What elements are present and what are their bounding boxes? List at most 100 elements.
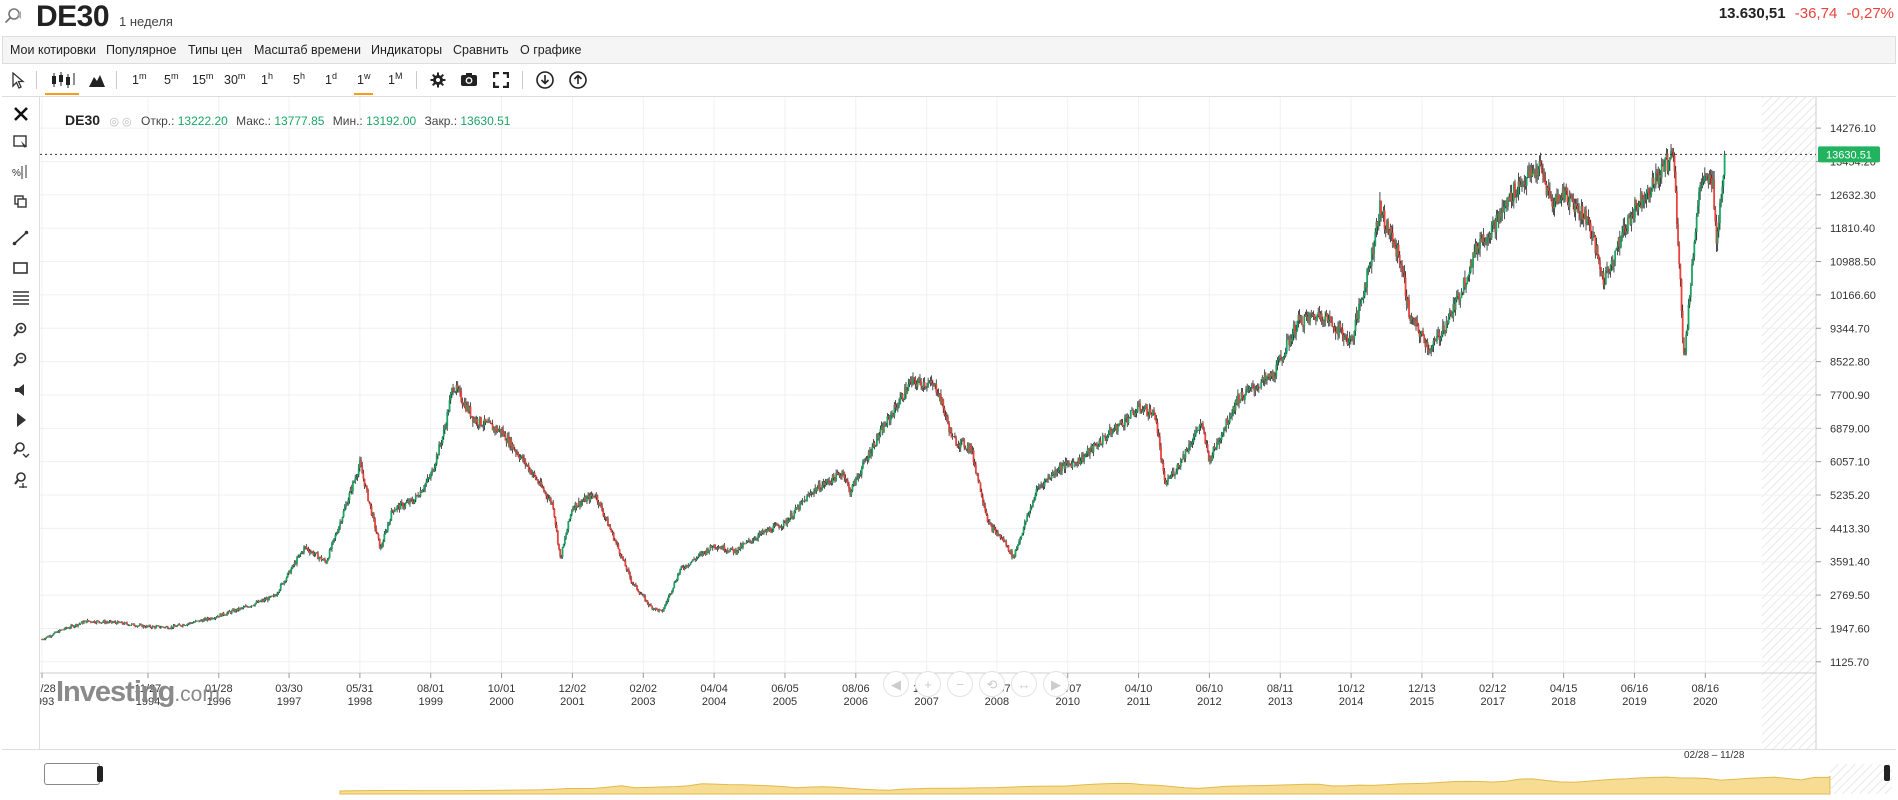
menu-my-quotes[interactable]: Мои котировки	[10, 43, 96, 57]
tf-5m[interactable]: 5m	[164, 71, 178, 87]
select-icon[interactable]	[12, 133, 30, 151]
menu-popular[interactable]: Популярное	[106, 43, 177, 57]
fibonacci-icon[interactable]	[12, 289, 30, 307]
tf-1w[interactable]: 1w	[353, 71, 375, 96]
reset-zoom-button[interactable]: ⟲	[979, 671, 1005, 697]
volume-icon[interactable]	[12, 381, 30, 399]
candle-body	[69, 627, 71, 629]
future-area	[1762, 97, 1816, 749]
gear-icon[interactable]	[430, 72, 446, 88]
candle-body	[901, 393, 904, 400]
candle-body	[965, 448, 968, 450]
candle-body	[127, 624, 130, 626]
candle-body	[1190, 443, 1193, 447]
candles-icon[interactable]	[50, 71, 76, 89]
price-chart[interactable]: 14276.1013454.2012632.3011810.4010988.50…	[28, 97, 1896, 749]
cursor-icon[interactable]	[11, 72, 27, 90]
cloud-upload-icon[interactable]	[568, 71, 588, 89]
tf-30m[interactable]: 30m	[224, 71, 245, 87]
navigator-right-handle[interactable]	[1826, 763, 1890, 785]
eye-icon[interactable]: ◎ ◎	[109, 116, 132, 128]
candle-body	[71, 625, 74, 627]
zoom-in-icon[interactable]	[12, 321, 30, 339]
scroll-right-button[interactable]: ▶	[1043, 671, 1069, 697]
candle-body	[906, 390, 909, 394]
candle-body	[1368, 264, 1371, 269]
candle-body	[1313, 314, 1316, 319]
candle-body	[1078, 457, 1081, 464]
candle-body	[570, 510, 573, 515]
cloud-download-icon[interactable]	[535, 71, 555, 89]
menu-about-chart[interactable]: О графике	[520, 43, 582, 57]
candle-body	[1493, 220, 1495, 222]
close-icon[interactable]	[12, 105, 30, 123]
candle-body	[214, 617, 217, 619]
trendline-icon[interactable]	[12, 229, 30, 247]
candle-body	[115, 622, 118, 625]
zoom-out-icon[interactable]	[12, 351, 30, 369]
mountain-icon[interactable]	[88, 72, 106, 88]
candle-body	[52, 633, 55, 636]
chart-area[interactable]: 14276.10 13454.20 12632.30 11810.40 10988.50…	[28, 97, 1896, 749]
candle-body	[1328, 316, 1331, 320]
menu-price-types[interactable]: Типы цен	[188, 43, 243, 57]
candle-body	[884, 423, 886, 427]
candle-body	[660, 609, 663, 611]
fit-button[interactable]: ↔	[1011, 671, 1037, 697]
menu-time-scale[interactable]: Масштаб времени	[254, 43, 361, 57]
range-navigator[interactable]	[2, 749, 1896, 795]
copy-icon[interactable]	[12, 193, 30, 211]
camera-icon[interactable]	[460, 72, 478, 87]
candle-body	[1627, 216, 1629, 232]
tf-1m[interactable]: 1m	[132, 71, 146, 87]
candle-body	[1405, 295, 1408, 305]
rectangle-icon[interactable]	[12, 259, 30, 277]
candle-body	[1539, 161, 1542, 166]
candle-body	[144, 627, 147, 628]
candle-body	[285, 577, 288, 581]
menu-indicators[interactable]: Индикаторы	[371, 43, 443, 57]
candle-body	[1614, 250, 1617, 260]
candle-body	[384, 531, 387, 534]
candle-body	[641, 594, 644, 596]
candle-body	[327, 557, 330, 560]
candle-body	[1524, 184, 1527, 186]
candle-body	[166, 626, 169, 629]
tf-1h[interactable]: 1h	[261, 71, 273, 87]
candle-body	[1558, 194, 1561, 203]
candle-body	[491, 424, 494, 431]
navigator-left-handle[interactable]	[44, 763, 103, 785]
scroll-left-button[interactable]: ◀	[883, 671, 909, 697]
candle-body	[575, 502, 578, 508]
tf-5h[interactable]: 5h	[293, 71, 305, 87]
zoom-in-button[interactable]: +	[915, 671, 941, 697]
zoom-out-button[interactable]: −	[947, 671, 973, 697]
candle-body	[835, 472, 838, 482]
tf-1d-base: 1	[325, 73, 332, 88]
candle-body	[1030, 506, 1033, 508]
candle-body	[530, 469, 532, 475]
arrow-right-icon[interactable]	[12, 411, 30, 429]
tf-15m[interactable]: 15m	[192, 71, 213, 87]
indicator-icon[interactable]: %	[12, 163, 30, 181]
tf-1M[interactable]: 1M	[388, 71, 402, 87]
candle-body	[1429, 350, 1431, 352]
measure-icon[interactable]	[12, 471, 30, 489]
candle-body	[1659, 175, 1662, 178]
tf-5m-base: 5	[164, 73, 171, 88]
menu-compare[interactable]: Сравнить	[453, 43, 509, 57]
magnet-icon[interactable]	[12, 441, 30, 459]
candle-body	[914, 379, 917, 384]
fullscreen-icon[interactable]	[493, 72, 509, 88]
tf-1d[interactable]: 1d	[325, 71, 337, 87]
search-icon[interactable]	[4, 7, 22, 25]
candle-body	[1412, 318, 1415, 320]
candle-body	[1299, 316, 1302, 321]
candle-body	[1439, 337, 1442, 340]
candle-body	[625, 566, 628, 571]
candle-body	[175, 626, 177, 628]
x-tick-label-year: 2020	[1693, 696, 1717, 708]
candle-body	[246, 606, 248, 607]
candle-body	[1722, 175, 1725, 187]
candle-body	[333, 538, 336, 540]
